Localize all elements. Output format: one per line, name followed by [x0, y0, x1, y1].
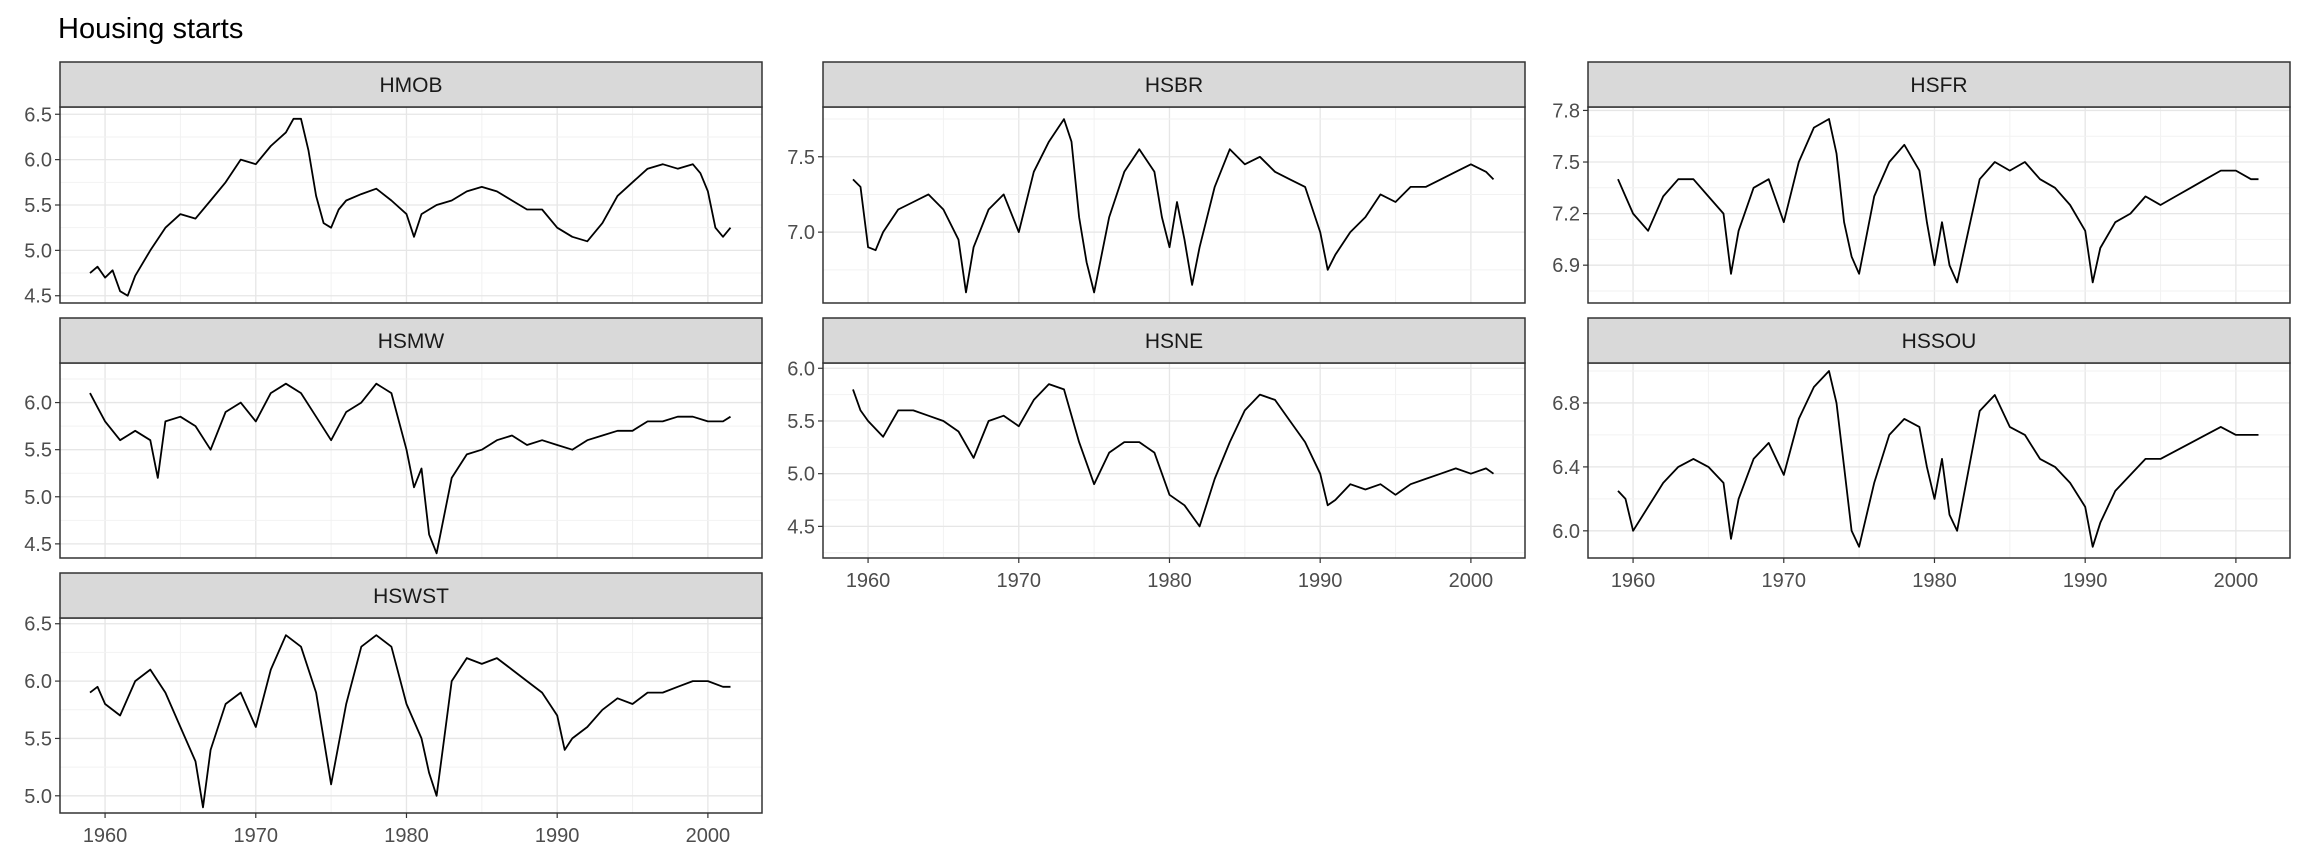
series-line-hsmw [89, 382, 731, 555]
x-tick-label: 2000 [1449, 570, 1494, 592]
plot-background [823, 363, 1525, 558]
panel-hswst: 5.0 5.5 6.0 6.5 HSWST 1960 1970 1980 1990 2000 [24, 572, 763, 847]
plot-background [60, 363, 762, 558]
facet-strip-label: HSNE [1145, 330, 1203, 353]
x-tick-label: 1970 [234, 825, 279, 847]
y-tick-label: 7.2 [1552, 204, 1580, 226]
plot-background [1588, 107, 2290, 303]
y-tick-label: 7.8 [1552, 100, 1580, 122]
facet-strip [59, 317, 763, 364]
y-tick-label: 5.5 [787, 411, 815, 433]
y-tick-label: 6.0 [24, 150, 52, 172]
y-tick-label: 6.0 [787, 358, 815, 380]
y-tick-label: 4.5 [787, 516, 815, 538]
x-tick-label: 1990 [1298, 570, 1343, 592]
x-tick-label: 1970 [997, 570, 1042, 592]
facet-strip [822, 61, 1526, 108]
x-tick-label: 1960 [1611, 570, 1656, 592]
x-tick-label: 1980 [384, 825, 429, 847]
series-line-hsne [852, 383, 1495, 528]
facet-strip [822, 317, 1526, 364]
facet-strip-label: HMOB [380, 74, 443, 97]
y-tick-label: 5.5 [24, 728, 52, 750]
series-line-hswst [89, 634, 731, 809]
series-line-hssou [1617, 370, 2259, 548]
panel-hssou: 6.0 6.4 6.8 HSSOU 1960 1970 1980 1990 2000 [1552, 317, 2291, 592]
y-tick-label: 5.0 [24, 240, 52, 262]
panel-hsbr: 7.0 7.5 HSBR [787, 61, 1526, 304]
facet-strip [1587, 317, 2291, 364]
y-tick-label: 6.9 [1552, 255, 1580, 277]
x-tick-label: 2000 [2214, 570, 2259, 592]
x-tick-label: 1990 [2063, 570, 2108, 592]
facet-panels: 4.55.05.56.06.5HMOB7.07.5HSBR6.97.27.57.… [24, 61, 2291, 847]
x-tick-label: 1960 [83, 825, 128, 847]
y-tick-label: 6.0 [1552, 521, 1580, 543]
x-tick-label: 2000 [686, 825, 731, 847]
y-tick-label: 5.0 [24, 487, 52, 509]
y-tick-label: 6.4 [1552, 457, 1580, 479]
series-line-hsbr [852, 118, 1495, 294]
facet-strip [59, 61, 763, 108]
facet-strip [59, 572, 763, 619]
panel-hsfr: 6.9 7.2 7.5 7.8 HSFR [1552, 61, 2291, 304]
y-tick-label: 7.0 [787, 222, 815, 244]
y-tick-label: 6.5 [24, 104, 52, 126]
plot-background [823, 107, 1525, 303]
x-tick-label: 1980 [1912, 570, 1957, 592]
y-tick-label: 6.8 [1552, 393, 1580, 415]
facet-strip-label: HSBR [1145, 74, 1203, 97]
y-tick-label: 6.0 [24, 393, 52, 415]
facet-strip-label: HSSOU [1902, 330, 1977, 353]
y-tick-label: 6.5 [24, 614, 52, 636]
x-tick-label: 1990 [535, 825, 580, 847]
y-tick-label: 7.5 [1552, 152, 1580, 174]
plot-background [1588, 363, 2290, 558]
facet-strip-label: HSFR [1910, 74, 1967, 97]
y-tick-label: 4.5 [24, 534, 52, 556]
chart-title: Housing starts [58, 13, 243, 45]
panel-hsne: 4.5 5.0 5.5 6.0 HSNE 1960 1970 1980 1990 2000 [787, 317, 1526, 592]
y-tick-label: 5.0 [787, 464, 815, 486]
series-line-hsfr [1617, 118, 2259, 284]
facet-strip [1587, 61, 2291, 108]
x-tick-label: 1960 [846, 570, 891, 592]
y-tick-label: 5.5 [24, 440, 52, 462]
y-tick-label: 4.5 [24, 286, 52, 308]
x-tick-label: 1980 [1147, 570, 1192, 592]
y-tick-label: 5.0 [24, 786, 52, 808]
y-tick-label: 7.5 [787, 147, 815, 169]
facet-strip-label: HSWST [373, 585, 449, 608]
y-tick-label: 6.0 [24, 671, 52, 693]
facet-strip-label: HSMW [378, 330, 445, 353]
panel-hsmw: 4.5 5.0 5.5 6.0 HSMW [24, 317, 763, 559]
panel-hmob: 4.5 5.0 5.5 6.0 6.5 HMOB [24, 61, 763, 308]
y-tick-label: 5.5 [24, 195, 52, 217]
x-tick-label: 1970 [1762, 570, 1807, 592]
series-line-hmob [89, 117, 732, 297]
